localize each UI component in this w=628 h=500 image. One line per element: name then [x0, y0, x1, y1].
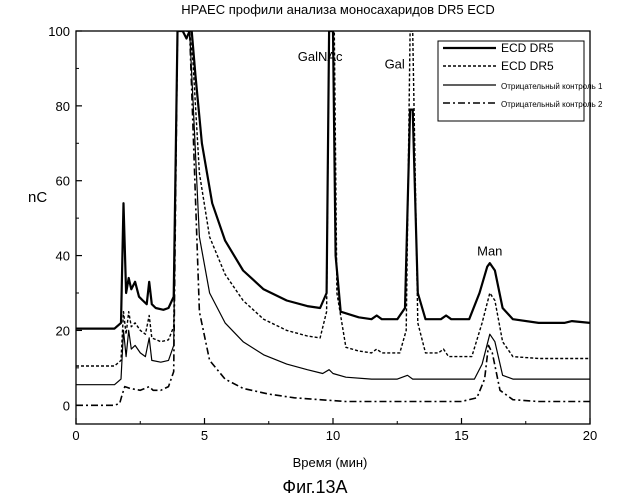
y-tick-label: 100	[48, 24, 70, 39]
legend-label: Отрицательный контроль 2	[501, 100, 603, 109]
legend-label: Отрицательный контроль 1	[501, 82, 603, 91]
legend: ECD DR5 ECD DR5 Отрицательный контроль 1 От…	[437, 40, 603, 122]
x-tick-label: 10	[326, 428, 340, 443]
x-tick-label: 20	[583, 428, 597, 443]
y-tick-label: 60	[56, 174, 70, 189]
x-tick-label: 15	[454, 428, 468, 443]
y-tick-label: 20	[56, 323, 70, 338]
annotations: GalNAc Gal Man	[298, 49, 503, 259]
peak-label-man: Man	[477, 244, 502, 259]
x-tick-label: 0	[72, 428, 79, 443]
legend-label: ECD DR5	[501, 41, 554, 55]
chart-title: HPAEC профили анализа моносахаридов DR5 …	[181, 2, 494, 17]
series-line-4	[76, 31, 590, 407]
x-tick-label: 5	[201, 428, 208, 443]
series-layer	[76, 31, 590, 407]
figure-caption: Фиг.13А	[282, 477, 347, 497]
legend-box	[437, 40, 585, 122]
y-tick-label: 0	[63, 398, 70, 413]
y-tick-label: 40	[56, 249, 70, 264]
legend-label: ECD DR5	[501, 59, 554, 73]
y-axis-label: nC	[28, 189, 47, 206]
y-tick-label: 80	[56, 99, 70, 114]
series-line-3	[76, 31, 590, 386]
x-axis-label: Время (мин)	[293, 455, 368, 470]
series-line-2	[76, 31, 590, 367]
peak-label-galnac: GalNAc	[298, 49, 343, 64]
peak-label-gal: Gal	[385, 56, 405, 71]
ticks-layer: 0 5 10 15 20 0 20 40 60 80 100	[48, 24, 597, 443]
series-line-1	[76, 31, 590, 330]
